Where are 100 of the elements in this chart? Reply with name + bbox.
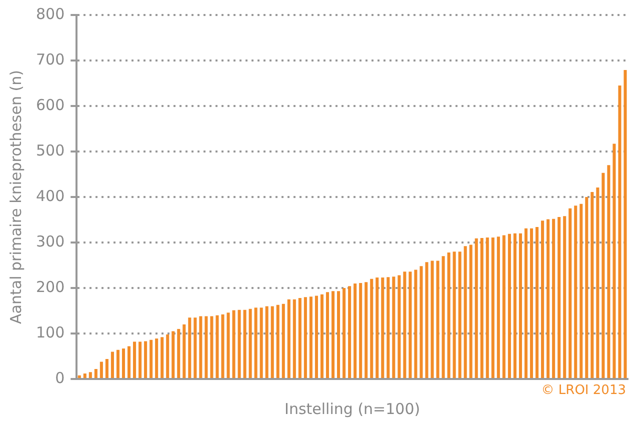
y-tick-label: 0 — [55, 368, 65, 387]
bar — [436, 260, 440, 378]
bar — [282, 304, 285, 378]
bar — [221, 314, 224, 378]
bar — [612, 144, 616, 378]
bar — [414, 270, 418, 378]
y-tick-label: 300 — [36, 232, 65, 250]
bar — [320, 294, 324, 378]
bar — [469, 244, 472, 378]
bar — [624, 70, 627, 378]
y-tick-label: 600 — [36, 96, 65, 114]
y-tick-label: 800 — [36, 4, 65, 23]
bar — [238, 310, 241, 378]
bar — [337, 291, 340, 378]
bar — [552, 218, 556, 378]
bar — [188, 318, 192, 378]
bar — [270, 306, 274, 378]
bar — [298, 298, 302, 378]
bar — [260, 308, 263, 378]
bar — [430, 260, 434, 378]
bar — [216, 315, 219, 378]
bar — [464, 246, 467, 378]
y-tick-label: 500 — [36, 141, 65, 160]
bar — [536, 227, 539, 378]
bar — [524, 228, 528, 378]
bar — [408, 272, 412, 378]
bar — [568, 208, 572, 378]
bar — [243, 310, 246, 378]
bar — [530, 228, 534, 378]
bar — [425, 262, 428, 378]
bar — [254, 308, 258, 378]
bar — [403, 272, 406, 378]
bar — [508, 234, 511, 378]
bar — [518, 233, 522, 378]
bar — [122, 348, 126, 378]
y-tick-label: 100 — [36, 323, 65, 342]
bar — [100, 362, 103, 378]
bar — [276, 304, 280, 378]
bar — [326, 292, 330, 378]
bar — [420, 266, 423, 378]
bar — [370, 278, 374, 378]
bar — [541, 220, 544, 378]
bar — [452, 252, 456, 378]
bar — [359, 282, 362, 378]
bar — [607, 165, 610, 378]
bar — [144, 341, 148, 378]
bar — [172, 331, 175, 378]
bar — [332, 291, 335, 378]
bar — [596, 187, 600, 378]
bar — [392, 276, 396, 378]
bar — [491, 237, 494, 378]
bar — [502, 235, 506, 378]
bar — [398, 275, 401, 378]
bar — [486, 237, 489, 378]
bar — [585, 197, 588, 378]
bar — [447, 252, 450, 378]
bar — [386, 277, 390, 378]
bar — [88, 372, 92, 378]
bar — [442, 256, 445, 378]
bar — [364, 282, 368, 378]
bar — [204, 316, 208, 378]
bar — [580, 204, 583, 378]
bar — [150, 340, 153, 378]
bar — [546, 219, 550, 378]
bar — [348, 286, 352, 378]
bar — [133, 342, 136, 378]
bar — [105, 358, 108, 378]
bar — [496, 236, 500, 378]
bar — [94, 368, 98, 378]
bar — [314, 296, 318, 378]
bar — [248, 308, 252, 378]
y-axis-title: Aantal primaire knieprothesen (n) — [6, 70, 25, 324]
bar — [558, 217, 561, 378]
bar — [618, 86, 622, 378]
bar — [376, 278, 379, 378]
bar — [513, 233, 516, 378]
y-tick-label: 700 — [36, 50, 65, 68]
bar — [199, 316, 202, 378]
bar — [590, 192, 594, 378]
bar — [304, 297, 307, 378]
x-axis-title: Instelling (n=100) — [284, 400, 420, 418]
bar — [309, 296, 312, 378]
bar — [265, 306, 268, 378]
bar — [210, 316, 214, 378]
bar — [194, 318, 197, 378]
bar — [226, 312, 230, 378]
bar — [474, 238, 478, 378]
y-tick-label: 400 — [36, 186, 65, 205]
bar — [602, 172, 605, 378]
y-tick-label: 200 — [36, 278, 65, 296]
bar — [83, 374, 86, 378]
bar — [458, 252, 462, 378]
bar — [160, 337, 164, 378]
bar — [155, 338, 158, 378]
bar — [292, 299, 296, 378]
bar — [232, 310, 236, 378]
bar — [78, 375, 81, 378]
bar — [287, 299, 290, 378]
bar — [574, 206, 578, 378]
bar — [177, 328, 180, 378]
